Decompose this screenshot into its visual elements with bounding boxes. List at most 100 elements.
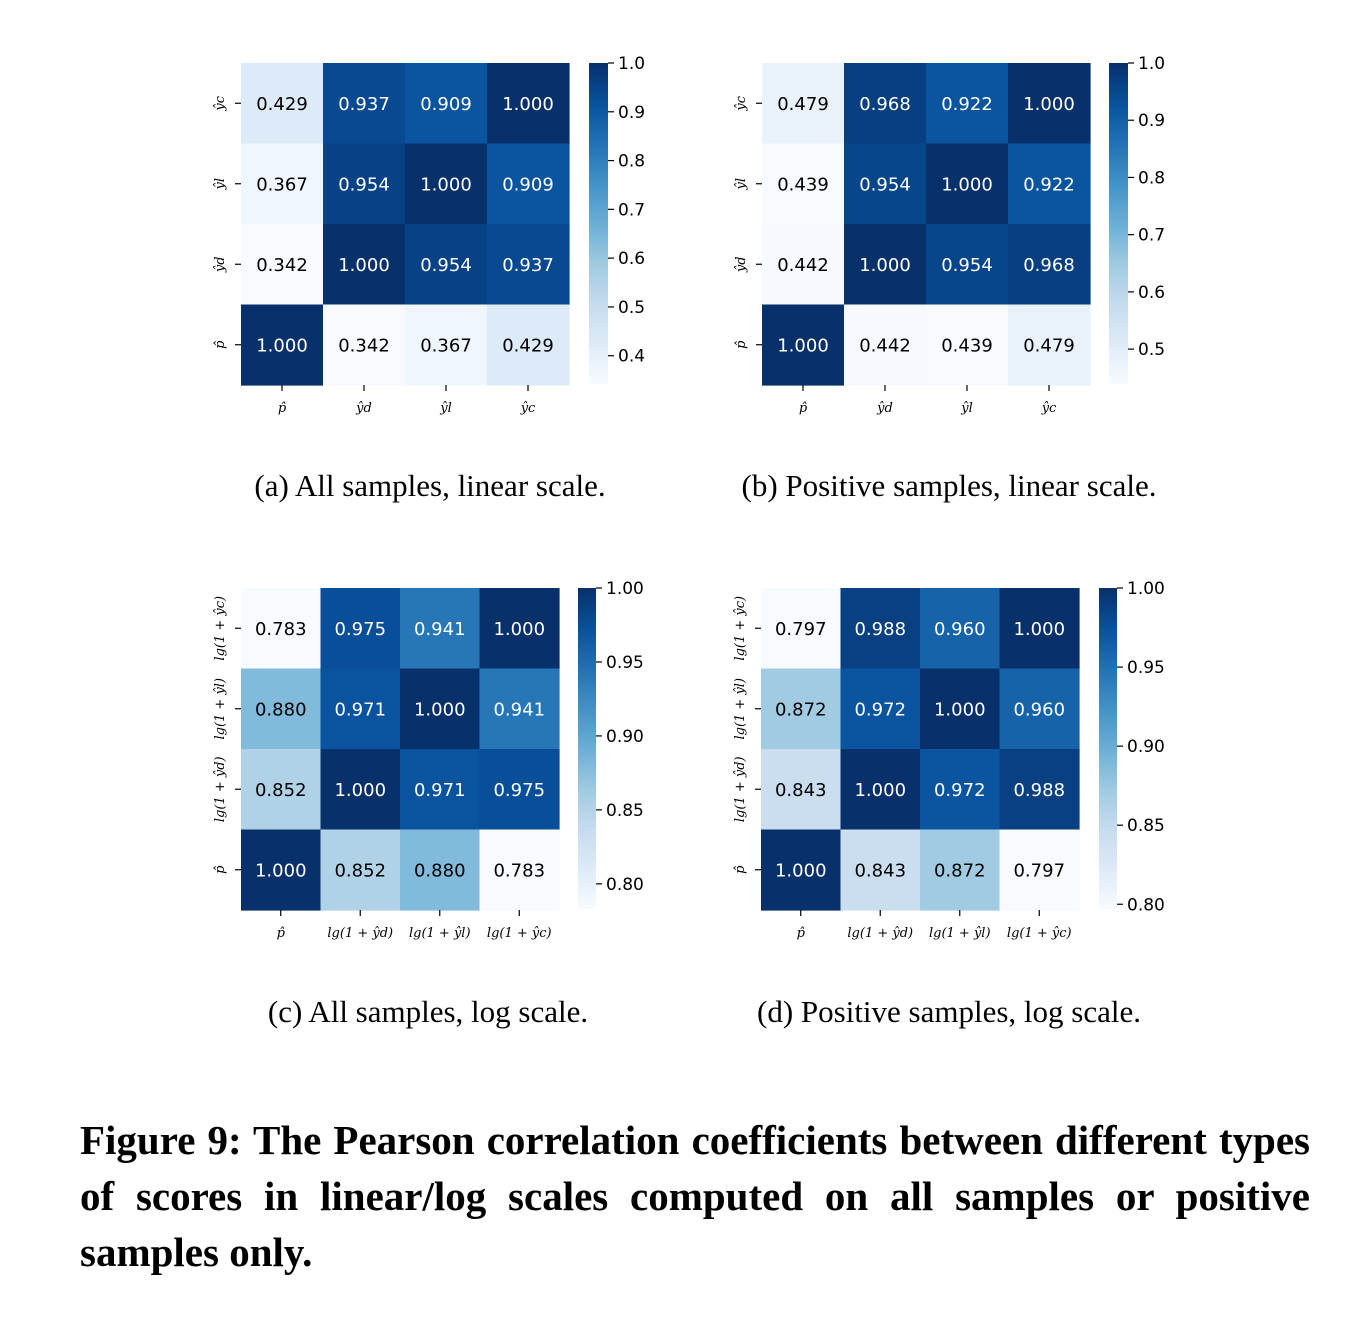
x-tick-label: lg(1 + ŷl) — [929, 926, 991, 941]
colorbar-tick-label: 0.8 — [1138, 168, 1165, 188]
colorbar-tick-label: 1.0 — [1138, 54, 1165, 74]
cell-value-label: 0.968 — [859, 94, 911, 115]
cell-value-label: 1.000 — [934, 699, 986, 720]
subfigure-caption: (d) Positive samples, log scale. — [757, 994, 1141, 1029]
heatmap-cell — [840, 588, 921, 670]
colorbar-tick-label: 0.90 — [606, 727, 644, 747]
heatmap-cell — [761, 749, 842, 831]
heatmap-cell — [926, 143, 1009, 225]
cell-value-label: 0.922 — [941, 94, 993, 115]
subfigure-caption: (b) Positive samples, linear scale. — [742, 468, 1157, 503]
heatmap-panel-c: 0.783 0.975 0.941 1.000 0.880 0.971 1.000 0.941… — [213, 579, 644, 1029]
y-tick-label: lg(1 + ŷl) — [213, 678, 228, 740]
cell-value-label: 0.972 — [934, 780, 986, 801]
heatmap-cell — [241, 668, 322, 750]
cell-value-label: 1.000 — [420, 174, 472, 195]
cell-value-label: 0.783 — [255, 619, 307, 640]
heatmap-cell — [844, 304, 927, 386]
cell-value-label: 0.972 — [854, 699, 906, 720]
cell-value-label: 0.872 — [934, 860, 986, 881]
subfigure-caption: (c) All samples, log scale. — [268, 994, 588, 1029]
colorbar — [589, 63, 608, 384]
y-tick-label: lg(1 + ŷc) — [213, 596, 228, 661]
heatmap-cell — [405, 304, 488, 386]
cell-value-label: 0.971 — [334, 699, 386, 720]
heatmap-cell — [400, 749, 481, 831]
cell-value-label: 0.954 — [859, 174, 911, 195]
heatmap-cell — [487, 143, 570, 225]
cell-value-label: 0.367 — [420, 335, 472, 356]
heatmap-cell — [920, 668, 1001, 750]
cell-value-label: 0.342 — [338, 335, 390, 356]
cell-value-label: 1.000 — [493, 619, 545, 640]
colorbar-tick-label: 0.85 — [1127, 816, 1165, 836]
x-tick-label: lg(1 + ŷl) — [409, 926, 471, 941]
x-tick-label: ŷc — [1041, 401, 1057, 416]
cell-value-label: 0.975 — [493, 780, 545, 801]
colorbar-tick-label: 0.6 — [1138, 283, 1165, 303]
heatmap-cell — [320, 829, 401, 911]
cell-value-label: 0.479 — [777, 94, 829, 115]
heatmap-cell — [487, 224, 570, 306]
heatmap-cell — [400, 668, 481, 750]
heatmap-cell — [487, 304, 570, 386]
heatmap-cell — [320, 668, 401, 750]
colorbar-tick-label: 0.85 — [606, 801, 644, 821]
x-tick-label: p̂ — [797, 926, 806, 941]
cell-value-label: 0.909 — [502, 174, 554, 195]
y-tick-label: p̂ — [213, 340, 228, 349]
heatmap-cell — [323, 143, 406, 225]
colorbar — [578, 588, 596, 909]
colorbar-tick-label: 0.9 — [1138, 111, 1165, 131]
cell-value-label: 1.000 — [859, 255, 911, 276]
heatmap-cell — [1008, 63, 1091, 145]
x-tick-label: p̂ — [278, 401, 287, 416]
cell-value-label: 1.000 — [1023, 94, 1075, 115]
x-tick-label: ŷd — [355, 401, 372, 416]
heatmap-cell — [1008, 224, 1091, 306]
cell-value-label: 0.909 — [420, 94, 472, 115]
heatmap-cell — [840, 668, 921, 750]
cell-value-label: 1.000 — [414, 699, 466, 720]
heatmap-cell — [320, 588, 401, 670]
heatmap-cell — [323, 224, 406, 306]
cell-value-label: 0.988 — [854, 619, 906, 640]
heatmap-cell — [479, 668, 560, 750]
heatmap-cell — [405, 63, 488, 145]
cell-value-label: 0.880 — [414, 860, 466, 881]
colorbar-tick-label: 0.6 — [618, 249, 645, 269]
heatmap-cell — [487, 63, 570, 145]
cell-value-label: 0.439 — [777, 174, 829, 195]
heatmap-panel-a: 0.429 0.937 0.909 1.000 0.367 0.954 1.000 0.909… — [213, 54, 645, 503]
heatmap-cell — [926, 63, 1009, 145]
heatmap-cell — [241, 749, 322, 831]
y-tick-label: p̂ — [733, 865, 748, 874]
y-tick-label: p̂ — [213, 865, 228, 874]
x-tick-label: lg(1 + ŷd) — [847, 926, 913, 941]
cell-value-label: 0.954 — [420, 255, 472, 276]
subfigure-caption: (a) All samples, linear scale. — [254, 468, 605, 503]
heatmap-cell — [926, 304, 1009, 386]
colorbar-tick-label: 0.9 — [618, 103, 645, 123]
heatmap-cell — [762, 224, 845, 306]
y-tick-label: ŷd — [734, 256, 749, 273]
heatmap-cell — [405, 224, 488, 306]
heatmap-cell — [1008, 143, 1091, 225]
x-tick-label: ŷl — [439, 401, 452, 416]
cell-value-label: 0.797 — [775, 619, 827, 640]
cell-value-label: 0.843 — [854, 860, 906, 881]
cell-value-label: 1.000 — [1013, 619, 1065, 640]
x-tick-label: lg(1 + ŷd) — [327, 926, 393, 941]
figure-caption: Figure 9: The Pearson correlation coeffi… — [80, 1117, 1310, 1275]
cell-value-label: 0.342 — [256, 255, 308, 276]
heatmap-cell — [844, 63, 927, 145]
cell-value-label: 0.968 — [1023, 255, 1075, 276]
cell-value-label: 1.000 — [777, 335, 829, 356]
colorbar-tick-label: 0.80 — [1127, 895, 1165, 915]
cell-value-label: 1.000 — [256, 335, 308, 356]
cell-value-label: 0.843 — [775, 780, 827, 801]
cell-value-label: 0.880 — [255, 699, 307, 720]
cell-value-label: 1.000 — [502, 94, 554, 115]
cell-value-label: 0.442 — [859, 335, 911, 356]
heatmap-cell — [999, 588, 1080, 670]
